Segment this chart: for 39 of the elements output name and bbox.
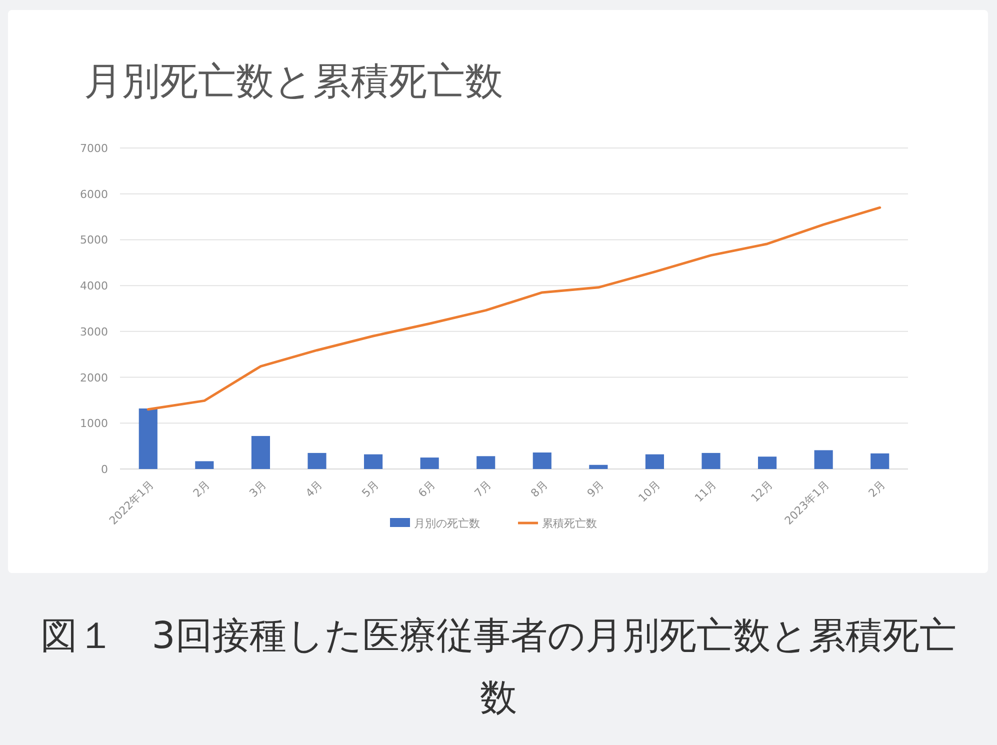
chart-title: 月別死亡数と累積死亡数: [84, 59, 503, 103]
y-tick-label: 2000: [80, 371, 108, 384]
bar: [308, 452, 326, 469]
bar: [532, 452, 552, 469]
y-tick-label: 4000: [80, 280, 108, 293]
line-series: [146, 206, 882, 411]
y-tick-label: 7000: [80, 142, 108, 155]
bar: [814, 450, 833, 469]
x-tick-label: 4月: [303, 478, 326, 500]
caption: 図１ 3回接種した医療従事者の月別死亡数と累積死亡数: [40, 613, 958, 721]
x-tick-label: 9月: [584, 478, 607, 500]
x-tick-label: 5月: [359, 478, 382, 500]
x-tick-label: 11月: [692, 478, 720, 505]
y-tick-label: 6000: [80, 188, 108, 201]
bar: [364, 454, 383, 469]
x-tick-label: 7月: [472, 478, 494, 500]
bar: [138, 408, 158, 469]
y-tick-label: 0: [101, 463, 108, 476]
bar: [476, 456, 496, 469]
y-tick-label: 5000: [80, 234, 108, 247]
bar: [758, 456, 777, 469]
x-tick-label: 8月: [528, 478, 550, 500]
bar: [702, 452, 720, 469]
x-tick-label: 2月: [866, 478, 888, 500]
bar: [251, 436, 270, 469]
x-tick-label: 12月: [748, 478, 776, 505]
y-tick-label: 3000: [80, 325, 108, 338]
x-tick-label: 10月: [636, 478, 663, 505]
x-tick-label: 3月: [246, 478, 269, 500]
bar: [589, 464, 608, 469]
legend-label: 月別の死亡数: [414, 517, 480, 530]
x-tick-label: 6月: [416, 478, 438, 500]
legend-label: 累積死亡数: [542, 517, 597, 530]
x-tick-label: 2月: [190, 478, 213, 500]
bar: [645, 454, 664, 469]
bar: [195, 461, 214, 469]
bar: [870, 453, 890, 469]
y-tick-label: 1000: [80, 417, 108, 430]
bar: [420, 458, 439, 469]
